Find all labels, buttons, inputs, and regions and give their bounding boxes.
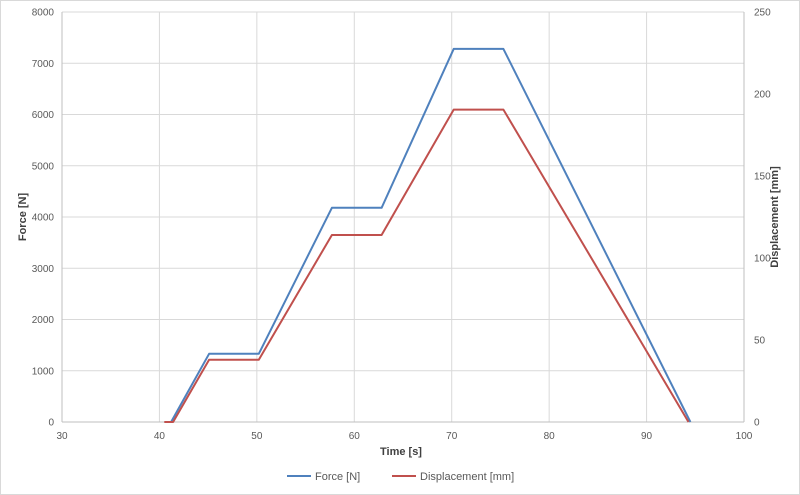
y-tick-label: 2000: [32, 315, 55, 326]
y2-tick-label: 100: [754, 254, 771, 265]
x-tick-label: 60: [349, 431, 361, 442]
series-line-displacement: [164, 108, 690, 423]
y2-tick-label: 50: [754, 336, 766, 347]
gridlines: [61, 11, 745, 423]
x-tick-label: 90: [641, 431, 653, 442]
y-tick-label: 4000: [32, 213, 55, 224]
x-tick-label: 50: [251, 431, 263, 442]
y2-tick-label: 200: [754, 90, 771, 101]
y2-tick-label: 0: [754, 418, 760, 429]
y2-axis-title: Displacement [mm]: [769, 166, 781, 268]
legend-label-displacement: Displacement [mm]: [420, 471, 514, 483]
x-tick-label: 100: [736, 431, 753, 442]
legend-label-force: Force [N]: [315, 471, 360, 483]
legend: Force [N] Displacement [mm]: [287, 471, 514, 483]
x-tick-label: 70: [446, 431, 458, 442]
axes: [61, 12, 745, 423]
series-line-force: [170, 47, 692, 423]
y-tick-label: 1000: [32, 366, 55, 377]
tick-labels: 30 40 50 60 70 80 90 10001000200030004000500060…: [32, 8, 771, 443]
y-axis-title: Force [N]: [17, 193, 29, 242]
y2-tick-label: 150: [754, 172, 771, 183]
y-tick-label: 0: [48, 418, 54, 429]
y-tick-label: 8000: [32, 8, 55, 19]
y-tick-label: 3000: [32, 264, 55, 275]
y-tick-label: 5000: [32, 161, 55, 172]
x-tick-label: 80: [544, 431, 556, 442]
x-tick-label: 40: [154, 431, 166, 442]
y-tick-label: 6000: [32, 110, 55, 121]
y-tick-label: 7000: [32, 59, 55, 70]
x-tick-label: 30: [56, 431, 68, 442]
x-axis-title: Time [s]: [380, 446, 422, 458]
y2-tick-label: 250: [754, 8, 771, 19]
series-lines: [164, 47, 692, 423]
